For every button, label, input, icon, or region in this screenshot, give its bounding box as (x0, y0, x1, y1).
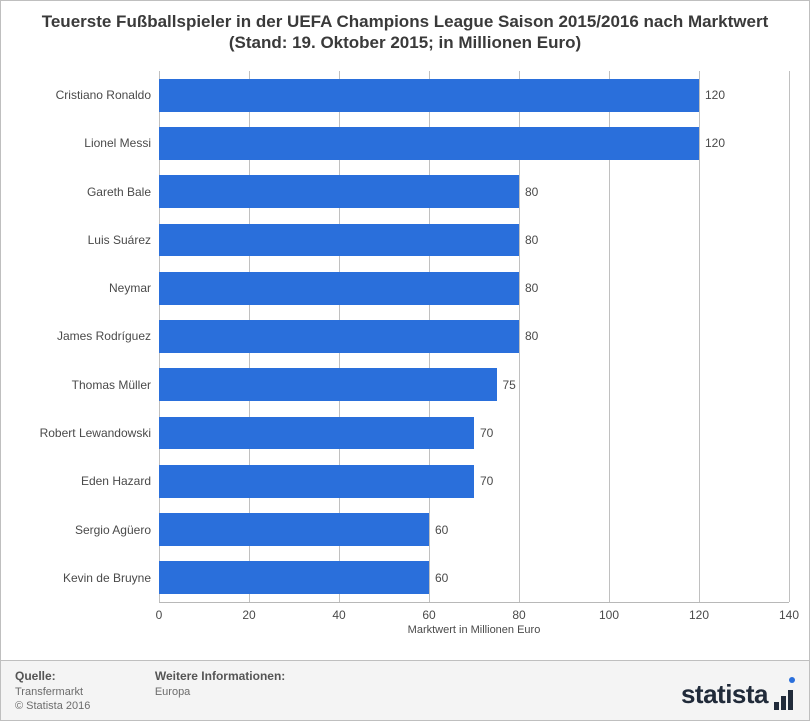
logo-bars-icon (772, 679, 793, 710)
value-label: 120 (705, 88, 725, 102)
bar (159, 465, 474, 498)
value-label: 80 (525, 329, 538, 343)
value-label: 60 (435, 571, 448, 585)
x-axis-label: Marktwert in Millionen Euro (408, 624, 541, 636)
category-label: Thomas Müller (13, 378, 159, 392)
bar-row: James Rodríguez80 (159, 320, 789, 353)
x-tick-label: 100 (599, 608, 619, 622)
value-label: 80 (525, 185, 538, 199)
bar (159, 368, 497, 401)
x-tick-label: 0 (156, 608, 163, 622)
x-tick-label: 20 (242, 608, 255, 622)
value-label: 80 (525, 281, 538, 295)
source-block: Quelle: Transfermarkt © Statista 2016 (15, 669, 90, 714)
bar-row: Neymar80 (159, 272, 789, 305)
bar-row: Kevin de Bruyne60 (159, 561, 789, 594)
info-heading: Weitere Informationen: (155, 669, 285, 683)
x-tick-label: 60 (422, 608, 435, 622)
value-label: 75 (503, 378, 516, 392)
bar (159, 561, 429, 594)
bar (159, 224, 519, 257)
logo-dot-icon (789, 677, 795, 683)
bar-row: Lionel Messi120 (159, 127, 789, 160)
chart-footer: Quelle: Transfermarkt © Statista 2016 We… (1, 660, 809, 720)
chart-area: Marktwert in Millionen Euro 0 20 40 60 80 100… (11, 59, 799, 641)
category-label: Lionel Messi (13, 136, 159, 150)
value-label: 80 (525, 233, 538, 247)
x-tick-label: 40 (332, 608, 345, 622)
x-tick-label: 140 (779, 608, 799, 622)
x-tick-label: 120 (689, 608, 709, 622)
category-label: Neymar (13, 281, 159, 295)
value-label: 70 (480, 474, 493, 488)
category-label: Kevin de Bruyne (13, 571, 159, 585)
source-text: Transfermarkt (15, 685, 90, 699)
value-label: 120 (705, 136, 725, 150)
bar (159, 513, 429, 546)
category-label: Sergio Agüero (13, 523, 159, 537)
value-label: 60 (435, 523, 448, 537)
info-block: Weitere Informationen: Europa (155, 669, 285, 699)
logo-text: statista (681, 679, 768, 709)
bar (159, 272, 519, 305)
source-heading: Quelle: (15, 669, 90, 683)
bar-row: Robert Lewandowski70 (159, 417, 789, 450)
category-label: Cristiano Ronaldo (13, 88, 159, 102)
bar (159, 127, 699, 160)
category-label: Luis Suárez (13, 233, 159, 247)
gridline (789, 71, 790, 602)
chart-card: Teuerste Fußballspieler in der UEFA Cham… (0, 0, 810, 721)
copyright-text: © Statista 2016 (15, 699, 90, 713)
bar (159, 320, 519, 353)
bar-row: Luis Suárez80 (159, 224, 789, 257)
bar (159, 175, 519, 208)
bar-row: Cristiano Ronaldo120 (159, 79, 789, 112)
statista-logo: statista (681, 679, 793, 710)
bar-row: Eden Hazard70 (159, 465, 789, 498)
bar (159, 417, 474, 450)
chart-title: Teuerste Fußballspieler in der UEFA Cham… (1, 1, 809, 54)
info-text: Europa (155, 685, 285, 699)
bar (159, 79, 699, 112)
x-tick-label: 80 (512, 608, 525, 622)
category-label: James Rodríguez (13, 329, 159, 343)
bar-row: Thomas Müller75 (159, 368, 789, 401)
plot-area: Marktwert in Millionen Euro 020406080100… (159, 71, 789, 603)
bar-row: Sergio Agüero60 (159, 513, 789, 546)
category-label: Robert Lewandowski (13, 426, 159, 440)
value-label: 70 (480, 426, 493, 440)
category-label: Gareth Bale (13, 185, 159, 199)
category-label: Eden Hazard (13, 474, 159, 488)
bar-row: Gareth Bale80 (159, 175, 789, 208)
